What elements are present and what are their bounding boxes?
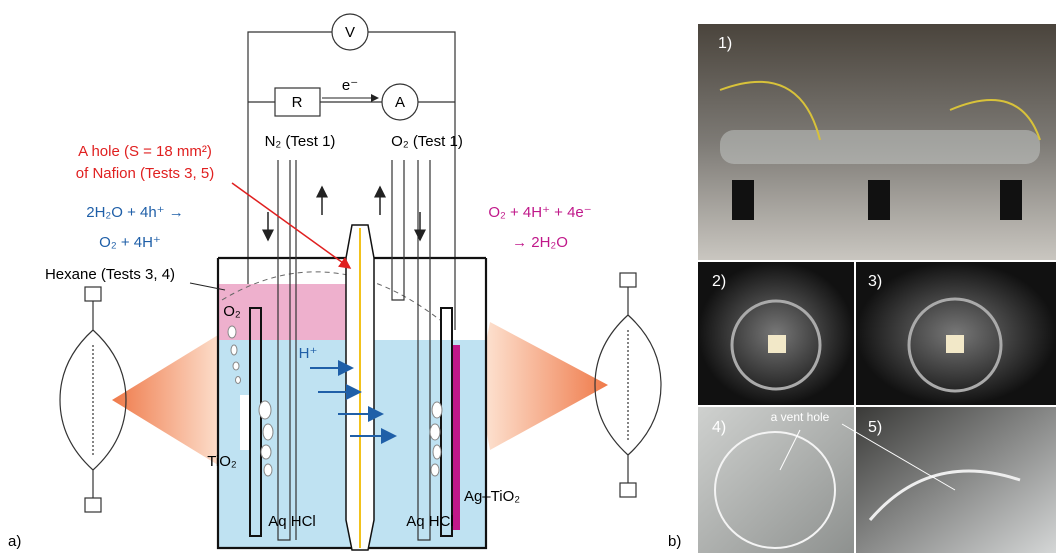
- reaction-left: O₂ + 4H⁺: [99, 234, 161, 251]
- panel-label: a): [8, 533, 21, 550]
- hole-note: A hole (S = 18 mm²): [78, 143, 212, 160]
- photo: 5): [856, 407, 1056, 553]
- photo-label: 3): [868, 273, 882, 290]
- photo-label: 1): [718, 35, 732, 52]
- ammeter-label: A: [395, 94, 405, 111]
- proton-label: H⁺: [299, 345, 318, 362]
- hole-note: of Nafion (Tests 3, 5): [76, 165, 214, 182]
- ag-film: [452, 345, 460, 530]
- electrode-left-label: TiO₂: [207, 453, 237, 470]
- panel-b: b) 1) 2) 3) 4) 5) a vent hole: [668, 24, 1056, 553]
- electrolyte-label: Aq HCl: [268, 513, 316, 530]
- electrolyte-label: Aq HCl: [406, 513, 454, 530]
- panel-a: V R A e⁻ A hole (S = 18 mm²) of Nafion (…: [8, 14, 661, 550]
- photo: 3): [856, 262, 1056, 405]
- bubble-gas-label: O₂: [223, 303, 241, 320]
- photo-label: 4): [712, 419, 726, 436]
- photo: 1): [698, 24, 1056, 260]
- resistor-label: R: [292, 94, 303, 111]
- figure: V R A e⁻ A hole (S = 18 mm²) of Nafion (…: [0, 0, 1057, 553]
- gas-right: O₂ (Test 1): [391, 133, 463, 150]
- reaction-right: O₂ + 4H⁺ + 4e⁻: [488, 204, 591, 221]
- reaction-left: 2H₂O + 4h⁺ →: [86, 204, 184, 221]
- gas-arrows: [268, 187, 420, 240]
- photo: 4): [698, 407, 854, 553]
- gas-left: N₂ (Test 1): [265, 133, 336, 150]
- tio2-film: [240, 395, 250, 450]
- photo: 2): [698, 262, 854, 405]
- electrode-right-label: Ag–TiO₂: [464, 488, 520, 505]
- voltmeter-label: V: [345, 24, 355, 41]
- photo-label: 2): [712, 273, 726, 290]
- vent-note: a vent hole: [771, 410, 830, 424]
- electron-label: e⁻: [342, 77, 358, 94]
- panel-label: b): [668, 533, 681, 550]
- light-beam: [483, 322, 608, 450]
- photo-label: 5): [868, 419, 882, 436]
- hexane-label: Hexane (Tests 3, 4): [45, 266, 175, 283]
- hole-pointer: [232, 183, 350, 268]
- reaction-right: → 2H₂O: [512, 234, 568, 251]
- light-beam: [112, 335, 225, 465]
